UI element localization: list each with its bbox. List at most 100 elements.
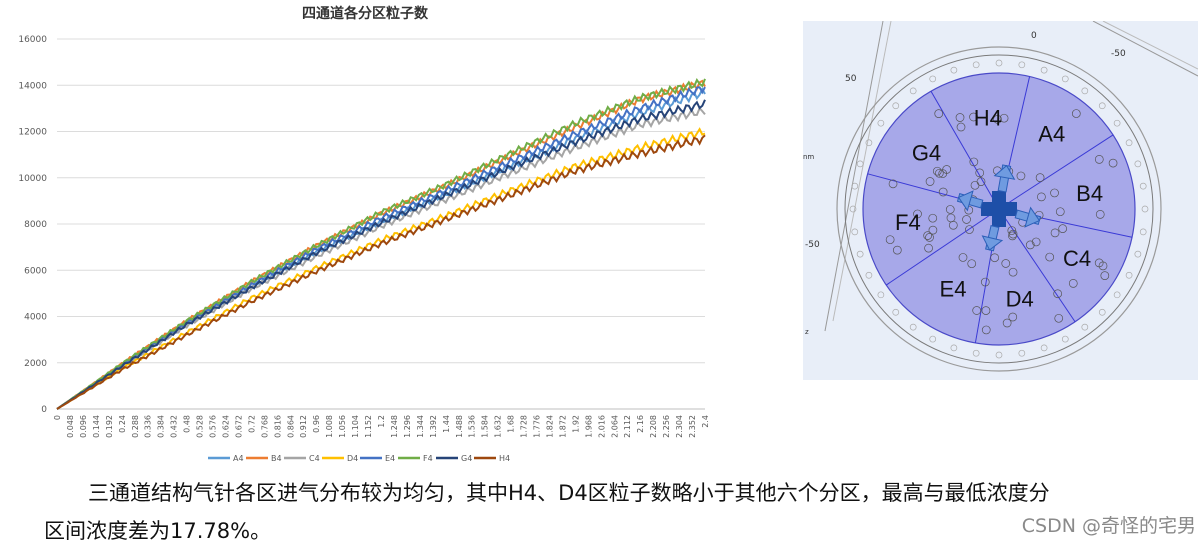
rim-hole [892, 102, 900, 110]
x-tick-label: 1.44 [442, 415, 451, 433]
series-line-d4 [56, 127, 706, 410]
y-tick-label: 6000 [24, 266, 47, 276]
x-tick-label: 0.144 [92, 415, 101, 438]
x-tick-label: 1.056 [338, 415, 347, 438]
diagram-axes: 0 -50 50 -50 nm z [803, 21, 1198, 336]
x-tick-label: 0.624 [221, 415, 230, 438]
gas-hole [981, 325, 991, 335]
rim-hole [1098, 308, 1106, 316]
caption-line-1: 三通道结构气针各区进气分布较为均匀，其中H4、D4区粒子数略小于其他六个分区，最… [88, 481, 1050, 505]
x-tick-label: 1.2 [377, 415, 386, 428]
gas-hole [958, 253, 968, 262]
gas-hole [1108, 158, 1118, 168]
x-tick-label: 2.112 [623, 415, 632, 438]
x-tick-label: 2.16 [636, 415, 645, 433]
gas-hole [969, 112, 978, 122]
rim-hole [1081, 323, 1089, 331]
rim-hole [1125, 139, 1133, 147]
rim-hole [856, 160, 864, 168]
gas-hole [999, 113, 1009, 123]
x-tick-label: 1.776 [533, 415, 542, 438]
y-tick-label: 0 [41, 405, 47, 415]
gas-hole [1008, 267, 1018, 277]
zone-label-b4: B4 [1076, 181, 1103, 206]
rim-hole [1061, 75, 1069, 83]
gas-hole [1001, 259, 1011, 268]
gas-hole [1037, 192, 1046, 202]
series-line-h4 [56, 134, 706, 410]
x-tick-label: 1.68 [507, 415, 516, 433]
gas-hole [928, 213, 938, 223]
x-tick-label: 0.48 [183, 415, 192, 433]
gas-hole [942, 165, 952, 174]
rim-hole [877, 291, 885, 299]
gas-hole [970, 180, 980, 190]
zone-label-d4: D4 [1006, 287, 1034, 312]
x-tick-label: 1.824 [545, 415, 554, 438]
gas-hole [1045, 252, 1055, 262]
x-tick-label: 1.632 [494, 415, 503, 438]
x-tick-label: 2.352 [688, 415, 697, 438]
gas-hole [938, 187, 948, 197]
x-tick-label: 1.104 [351, 415, 360, 438]
x-tick-label: 1.872 [558, 415, 567, 438]
x-tick-label: 1.536 [468, 415, 477, 438]
rim-hole [1139, 182, 1147, 190]
axis-label-top-0: 0 [1031, 31, 1037, 41]
gas-hole [934, 168, 944, 178]
gas-hole [1025, 240, 1035, 250]
rim-hole [909, 87, 917, 95]
zone-divider [930, 90, 1000, 210]
zone-label-e4: E4 [940, 277, 967, 302]
zone-label-h4: H4 [974, 106, 1002, 131]
series-line-c4 [56, 106, 706, 410]
axis-label-left-minus50: -50 [805, 240, 820, 250]
gas-hole [932, 166, 942, 176]
gas-hole [1031, 237, 1041, 247]
y-tick-label: 16000 [18, 35, 47, 45]
x-tick-label: 0.288 [131, 415, 140, 438]
gas-hole [1002, 318, 1012, 328]
x-tick-label: 0.816 [273, 415, 282, 438]
gas-hole [924, 243, 933, 253]
x-tick-label: 0.576 [209, 415, 218, 438]
x-tick-label: 1.392 [429, 415, 438, 438]
gas-hole [972, 306, 982, 315]
gas-hole [956, 122, 966, 132]
legend-label: D4 [347, 454, 358, 463]
gas-hole [934, 109, 944, 118]
x-tick-label: 0.72 [247, 415, 256, 433]
gas-hole [1055, 207, 1065, 217]
x-tick-label: 0.768 [260, 415, 269, 438]
legend-label: C4 [309, 454, 320, 463]
rim-hole [950, 66, 958, 74]
gas-hole [967, 259, 977, 269]
gas-hole [1100, 271, 1110, 280]
rim-hole [929, 75, 937, 83]
gas-hole [975, 168, 985, 178]
legend-label: H4 [499, 454, 510, 463]
gas-hole [888, 179, 898, 189]
gas-hole [980, 277, 990, 287]
line-chart: 四通道各分区粒子数 0 2000 4000 6000 8000 10000 12000 140… [18, 5, 710, 463]
y-tick-label: 12000 [18, 128, 47, 138]
x-tick-label: 1.584 [481, 415, 490, 438]
rim-hole [950, 344, 958, 352]
y-tick-label: 4000 [24, 313, 47, 323]
gas-hole [1058, 224, 1068, 234]
partition-diagram: 0 -50 50 -50 nm z H4 A4 B4 C4 D4 E4 F4 G4 [803, 21, 1198, 380]
zone-divider [998, 208, 1076, 323]
series-lines [56, 77, 706, 410]
axis-label-z: z [805, 328, 809, 336]
legend-label: F4 [423, 454, 433, 463]
x-tick-label: 2.4 [701, 415, 710, 428]
gas-hole [1071, 109, 1081, 118]
cross-vertical [992, 191, 1006, 227]
gas-hole [969, 157, 979, 167]
gas-hole [990, 253, 1000, 263]
rim-hole [851, 182, 859, 190]
x-tick-label: 0.048 [66, 415, 75, 438]
series-line-f4 [56, 77, 706, 410]
x-tick-label: 2.208 [649, 415, 658, 438]
rim-hole [909, 323, 917, 331]
